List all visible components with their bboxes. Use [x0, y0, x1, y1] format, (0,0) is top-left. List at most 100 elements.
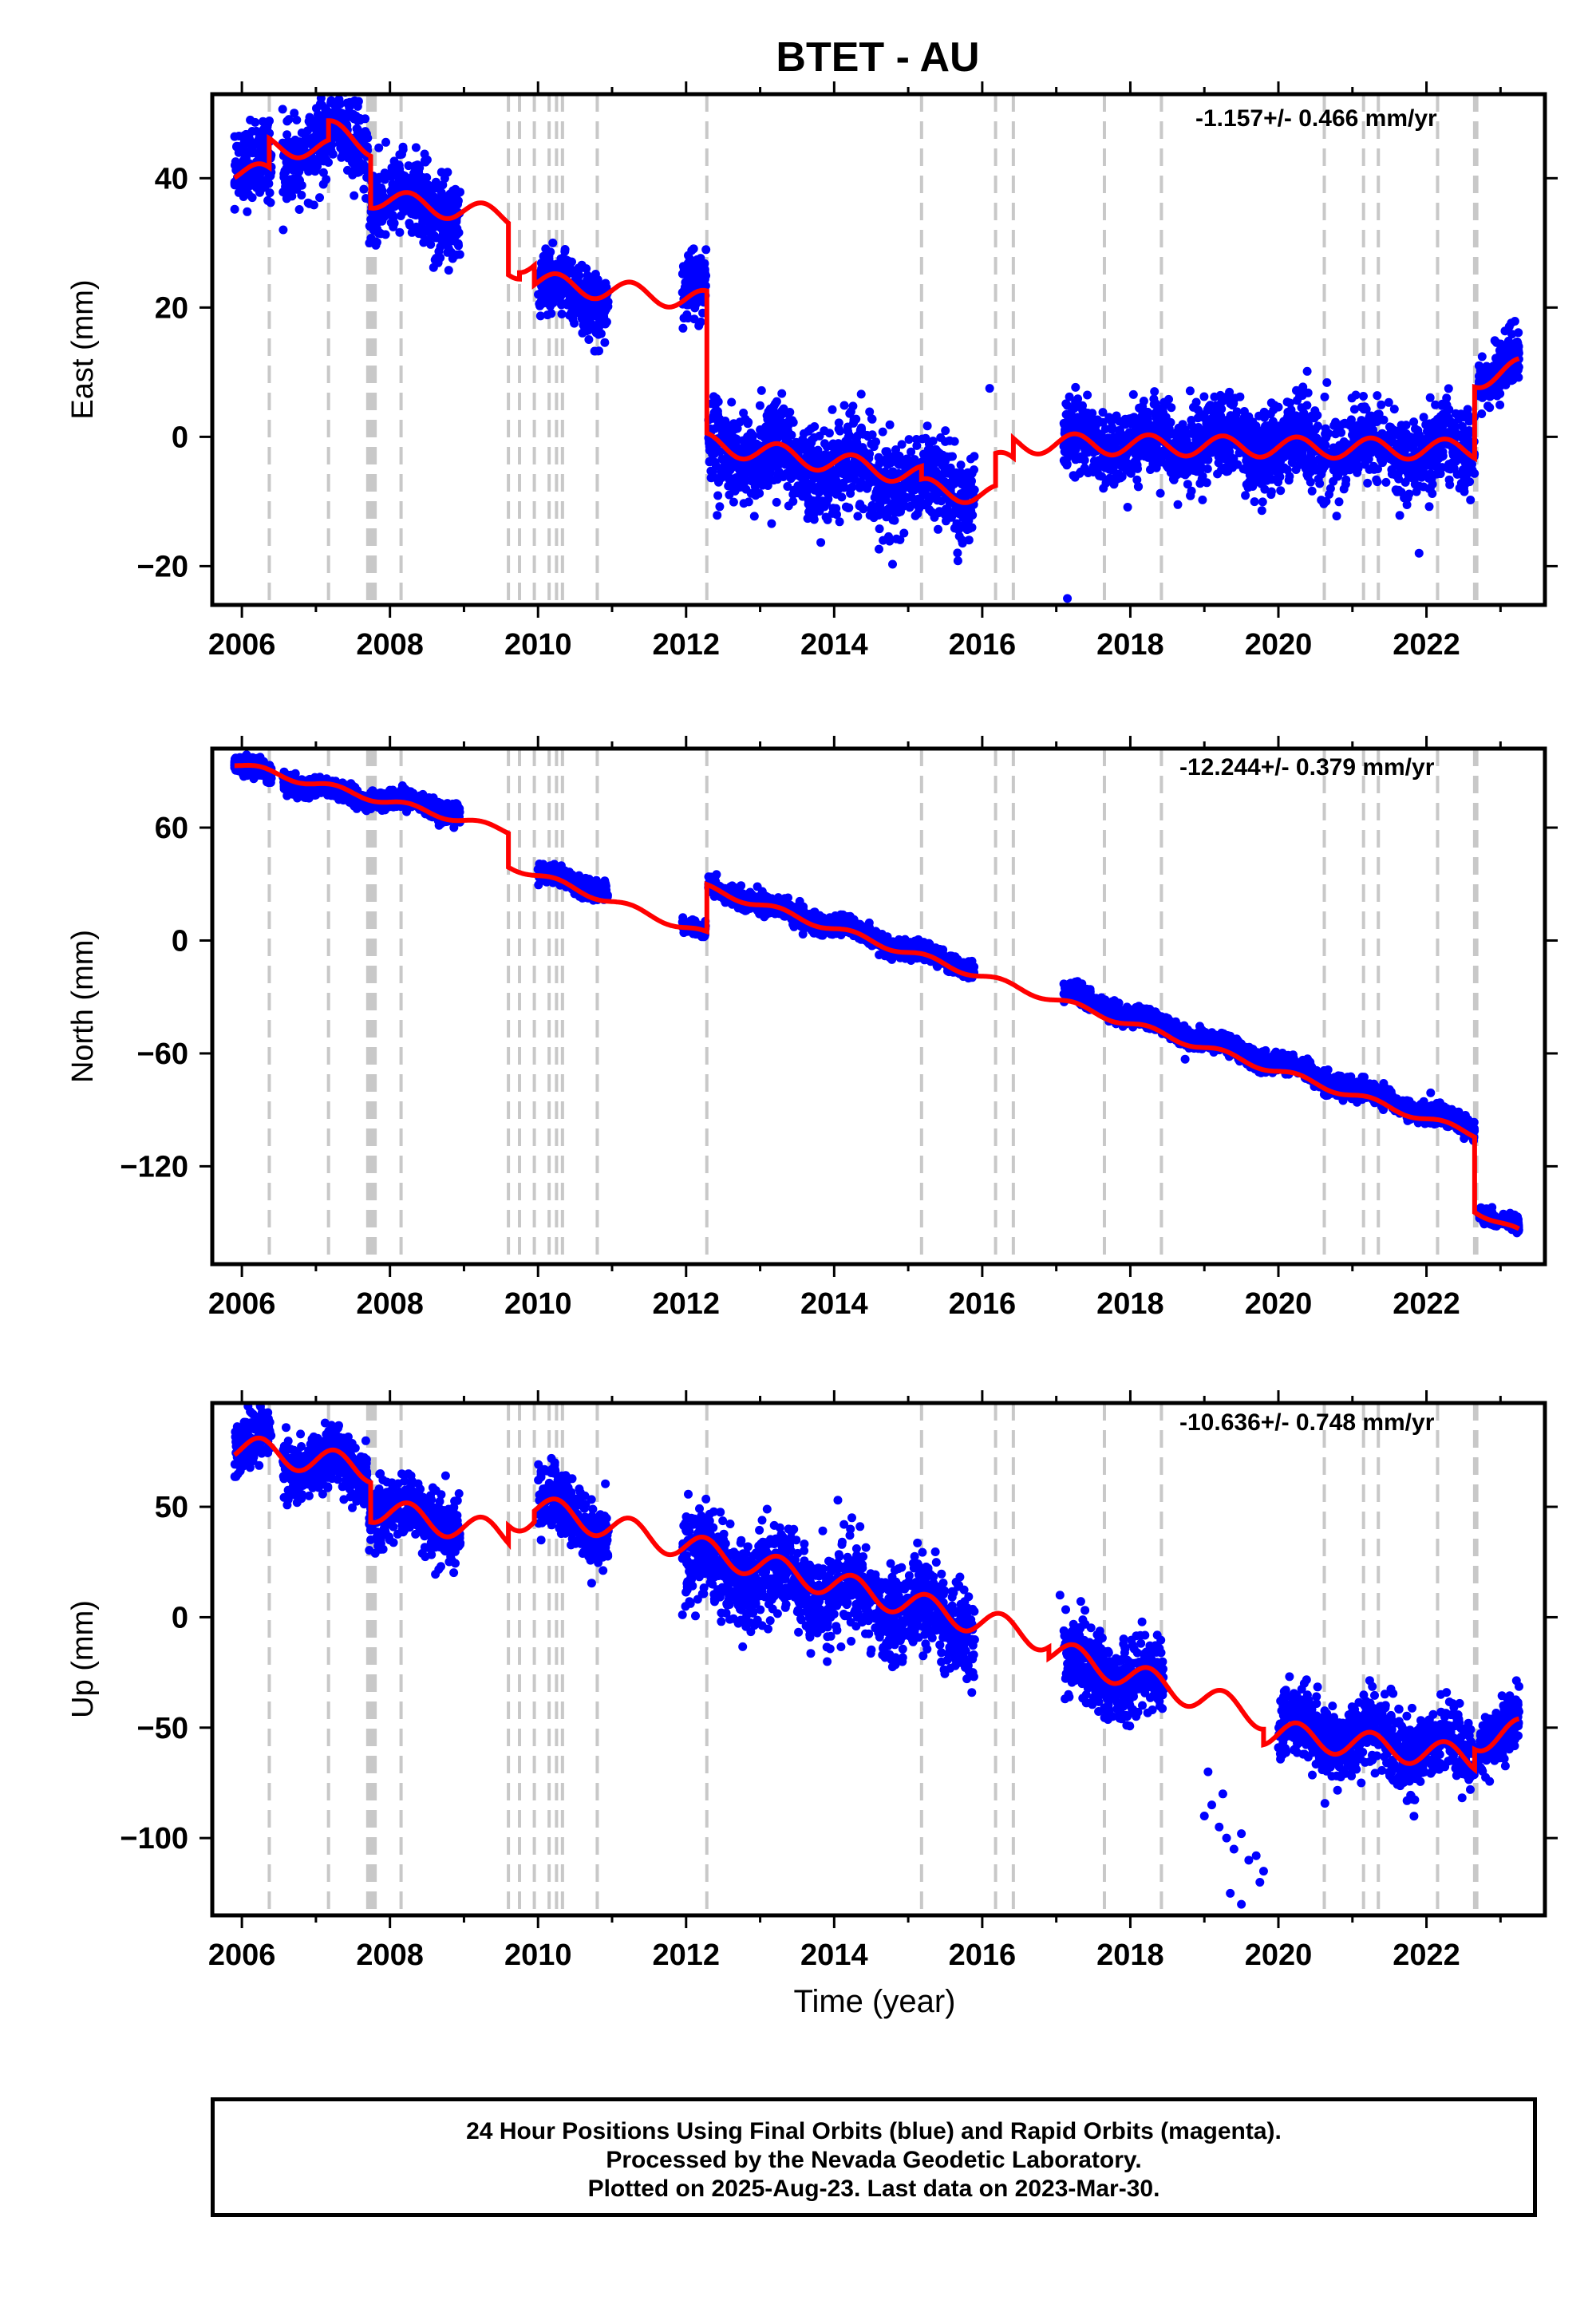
observation-point: [783, 482, 792, 491]
observation-point: [574, 263, 583, 273]
observation-point: [320, 104, 330, 113]
observation-point: [1171, 460, 1181, 470]
observation-point: [548, 238, 558, 247]
observation-point: [454, 241, 463, 251]
observation-point: [290, 135, 300, 144]
observation-point: [1276, 486, 1286, 496]
observation-point: [353, 168, 362, 177]
observation-point: [884, 471, 894, 480]
observation-point: [432, 254, 440, 263]
observation-point: [895, 535, 905, 544]
observation-point: [265, 117, 274, 125]
observation-point: [1266, 427, 1275, 437]
observation-point: [779, 404, 788, 413]
observation-point: [865, 449, 875, 459]
observation-point: [727, 397, 737, 407]
observation-point: [302, 126, 312, 136]
observation-point: [1262, 468, 1272, 478]
observation-point: [411, 143, 421, 152]
observation-point: [389, 218, 398, 227]
observation-point: [1395, 439, 1404, 449]
observation-point: [938, 460, 947, 470]
observation-point: [1262, 436, 1272, 445]
observation-point: [693, 262, 703, 271]
page-title: BTET - AU: [776, 34, 980, 81]
observation-point: [706, 473, 716, 483]
observation-point: [1375, 450, 1385, 460]
observation-point: [559, 279, 569, 288]
observation-point: [865, 407, 875, 417]
observation-point: [786, 474, 796, 484]
observation-point: [1282, 465, 1292, 475]
observation-point: [599, 312, 609, 322]
observation-point: [800, 445, 809, 454]
observation-point: [374, 143, 384, 152]
observation-point: [752, 469, 761, 479]
observation-point: [855, 443, 865, 453]
observation-point: [1251, 437, 1261, 447]
observation-point: [1310, 409, 1320, 418]
observation-point: [749, 512, 759, 521]
observation-point: [571, 309, 580, 318]
observation-point: [595, 318, 604, 328]
observation-point: [1317, 469, 1326, 479]
observation-point: [381, 137, 390, 147]
observation-point: [243, 138, 253, 148]
observation-point: [411, 180, 421, 189]
x-tick-label: 2014: [800, 628, 868, 662]
observation-point: [1341, 475, 1351, 484]
east-y-axis-label: East (mm): [66, 279, 100, 419]
observation-point: [741, 484, 751, 494]
observation-point: [953, 548, 962, 558]
observation-point: [711, 406, 721, 416]
observation-point: [1139, 397, 1148, 405]
observation-point: [309, 165, 318, 175]
y-tick-label: 40: [155, 162, 188, 196]
observation-point: [776, 459, 785, 468]
observation-point: [365, 221, 374, 231]
observation-point: [423, 224, 433, 234]
observation-point: [279, 225, 288, 235]
observation-point: [1414, 548, 1424, 558]
observation-point: [735, 465, 745, 475]
observation-point: [1437, 401, 1447, 410]
observation-point: [1207, 414, 1216, 424]
observation-point: [1320, 392, 1329, 401]
observation-point: [681, 279, 691, 287]
observation-point: [600, 338, 610, 347]
observation-point: [919, 456, 929, 465]
observation-point: [805, 504, 815, 514]
observation-point: [1377, 400, 1386, 409]
observation-point: [1514, 349, 1523, 358]
observation-point: [309, 200, 318, 210]
observation-point: [731, 434, 741, 444]
observation-point: [809, 473, 819, 483]
observation-point: [1098, 408, 1108, 417]
observation-point: [1427, 471, 1436, 480]
observation-point: [1266, 490, 1276, 500]
observation-point: [705, 441, 714, 451]
observation-point: [1377, 429, 1387, 438]
observation-point: [452, 250, 461, 259]
observation-point: [1385, 422, 1394, 432]
observation-point: [911, 435, 921, 444]
observation-point: [541, 244, 551, 254]
observation-point: [1325, 490, 1333, 499]
observation-point: [843, 442, 852, 452]
observation-point: [775, 423, 784, 433]
observation-point: [1424, 502, 1434, 512]
observation-point: [1302, 401, 1312, 410]
observation-point: [1400, 446, 1409, 456]
observation-point: [875, 498, 884, 508]
observation-point: [855, 501, 864, 511]
observation-point: [1332, 512, 1341, 521]
observation-point: [1339, 484, 1349, 494]
observation-point: [1396, 465, 1405, 475]
observation-point: [1413, 464, 1423, 474]
observation-point: [1257, 479, 1266, 488]
observation-point: [1217, 397, 1227, 406]
observation-point: [899, 528, 909, 538]
observation-point: [1258, 497, 1267, 507]
observation-point: [1477, 352, 1487, 362]
observation-point: [1242, 480, 1251, 489]
